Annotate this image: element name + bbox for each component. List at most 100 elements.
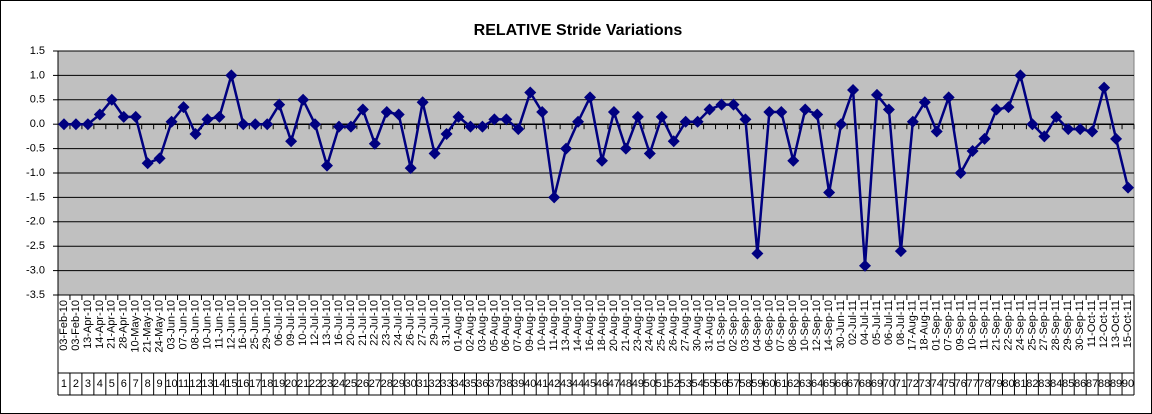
category-number: 38	[500, 378, 512, 390]
data-marker	[368, 137, 381, 150]
data-marker	[213, 110, 226, 123]
category-number: 23	[321, 378, 333, 390]
x-tick-label: 10-Sep-10	[799, 300, 811, 351]
data-marker	[572, 115, 585, 128]
data-marker	[165, 115, 178, 128]
data-marker	[751, 247, 764, 260]
x-tick-label: 13-Apr-10	[82, 300, 94, 349]
data-marker	[416, 96, 429, 109]
x-tick-label: 10-Jun-10	[201, 300, 213, 350]
data-marker	[1062, 123, 1075, 136]
y-tick-label: 1.0	[30, 69, 45, 81]
x-tick-label: 01-Sep-10	[715, 300, 727, 351]
x-tick-label: 22-Jul-10	[369, 300, 381, 346]
category-number: 37	[488, 378, 500, 390]
y-tick-label: -0.5	[26, 143, 45, 155]
category-number: 60	[763, 378, 775, 390]
category-number: 69	[871, 378, 883, 390]
data-marker	[153, 152, 166, 165]
x-tick-label: 21-May-10	[142, 300, 154, 353]
x-tick-label: 27-Sep-11	[1038, 300, 1050, 351]
data-marker	[584, 91, 597, 104]
data-marker	[1002, 101, 1015, 114]
x-tick-label: 28-Sep-11	[1050, 300, 1062, 351]
category-number: 47	[608, 378, 620, 390]
data-marker	[643, 147, 656, 160]
category-number: 78	[978, 378, 990, 390]
x-tick-label: 01-Aug-10	[452, 300, 464, 351]
category-number: 81	[1014, 378, 1026, 390]
data-marker	[117, 110, 130, 123]
x-tick-label: 03-Sep-10	[739, 300, 751, 351]
data-marker	[548, 191, 561, 204]
category-number: 15	[225, 378, 237, 390]
x-tick-label: 23-Aug-10	[632, 300, 644, 351]
category-number: 51	[656, 378, 668, 390]
x-tick-label: 31-Aug-10	[703, 300, 715, 351]
data-marker	[129, 110, 142, 123]
y-tick-label: -3.0	[26, 265, 45, 277]
y-tick-label: -1.0	[26, 167, 45, 179]
x-tick-label: 12-Sep-10	[811, 300, 823, 351]
x-tick-label: 31-Jul-10	[440, 300, 452, 346]
data-marker	[703, 103, 716, 116]
category-number: 68	[859, 378, 871, 390]
data-marker	[727, 98, 740, 111]
category-number: 8	[145, 378, 151, 390]
x-tick-label: 09-Aug-10	[524, 300, 536, 351]
x-tick-label: 21-Sep-11	[990, 300, 1002, 351]
category-number: 17	[249, 378, 261, 390]
data-marker	[631, 110, 644, 123]
data-marker	[237, 118, 250, 131]
category-number: 7	[133, 378, 139, 390]
x-tick-label: 03-Jun-10	[165, 300, 177, 350]
category-number: 24	[333, 378, 345, 390]
data-line	[63, 70, 1130, 266]
x-tick-label: 29-Jul-10	[429, 300, 441, 346]
x-tick-label: 07-Jun-10	[177, 300, 189, 350]
data-marker	[476, 120, 489, 133]
category-number: 13	[201, 378, 213, 390]
category-number: 5	[109, 378, 115, 390]
data-marker	[1074, 123, 1087, 136]
data-marker	[691, 115, 704, 128]
x-tick-label: 09-Jul-10	[285, 300, 297, 346]
x-tick-label: 20-Aug-10	[608, 300, 620, 351]
x-tick-label: 12-Jun-10	[225, 300, 237, 350]
category-number: 79	[990, 378, 1002, 390]
y-tick-label: -2.0	[26, 216, 45, 228]
x-tick-label: 16-Aug-10	[584, 300, 596, 351]
x-tick-label: 12-Jul-10	[309, 300, 321, 346]
data-marker	[859, 259, 871, 272]
category-number: 18	[261, 378, 273, 390]
category-number: 3	[85, 378, 91, 390]
category-number: 35	[464, 378, 476, 390]
data-marker	[894, 245, 907, 258]
category-number: 57	[727, 378, 739, 390]
category-number: 46	[596, 378, 608, 390]
x-tick-label: 16-Jul-10	[333, 300, 345, 346]
data-marker	[488, 113, 501, 126]
data-marker	[1050, 110, 1063, 123]
data-marker	[249, 118, 262, 131]
category-number: 39	[512, 378, 524, 390]
data-marker	[93, 108, 106, 121]
x-tick-label: 15-Oct-11	[1122, 300, 1134, 348]
category-number: 50	[644, 378, 656, 390]
data-marker	[799, 103, 812, 116]
y-tick-label: 1.5	[30, 45, 45, 57]
x-tick-label: 02-Aug-10	[464, 300, 476, 351]
data-marker	[763, 106, 776, 118]
category-number: 33	[440, 378, 452, 390]
category-number: 34	[452, 378, 464, 390]
category-number: 72	[907, 378, 919, 390]
x-tick-label: 06-Jul-11	[883, 300, 895, 345]
y-tick-label: 0.5	[30, 94, 45, 106]
x-tick-label: 08-Jul-11	[895, 300, 907, 345]
category-number: 41	[536, 378, 548, 390]
x-tick-label: 18-Aug-10	[596, 300, 608, 351]
x-tick-label: 04-Sep-10	[751, 300, 763, 351]
data-marker	[607, 106, 620, 118]
category-number: 53	[680, 378, 692, 390]
